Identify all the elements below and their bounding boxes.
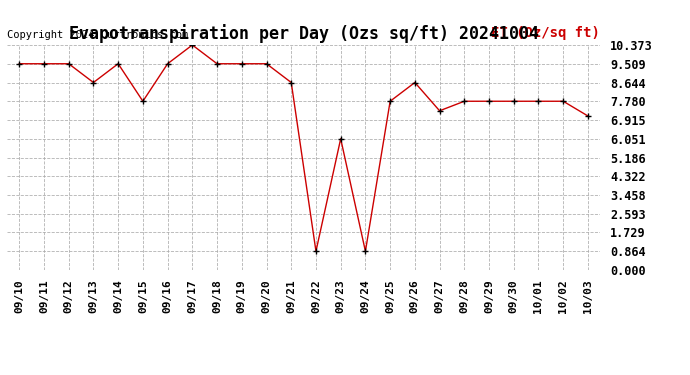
Text: Copyright 2024 Curtronics.com: Copyright 2024 Curtronics.com bbox=[7, 30, 188, 40]
Text: ET (Oz/sq ft): ET (Oz/sq ft) bbox=[491, 27, 600, 40]
Title: Evapotranspiration per Day (Ozs sq/ft) 20241004: Evapotranspiration per Day (Ozs sq/ft) 2… bbox=[68, 24, 539, 44]
